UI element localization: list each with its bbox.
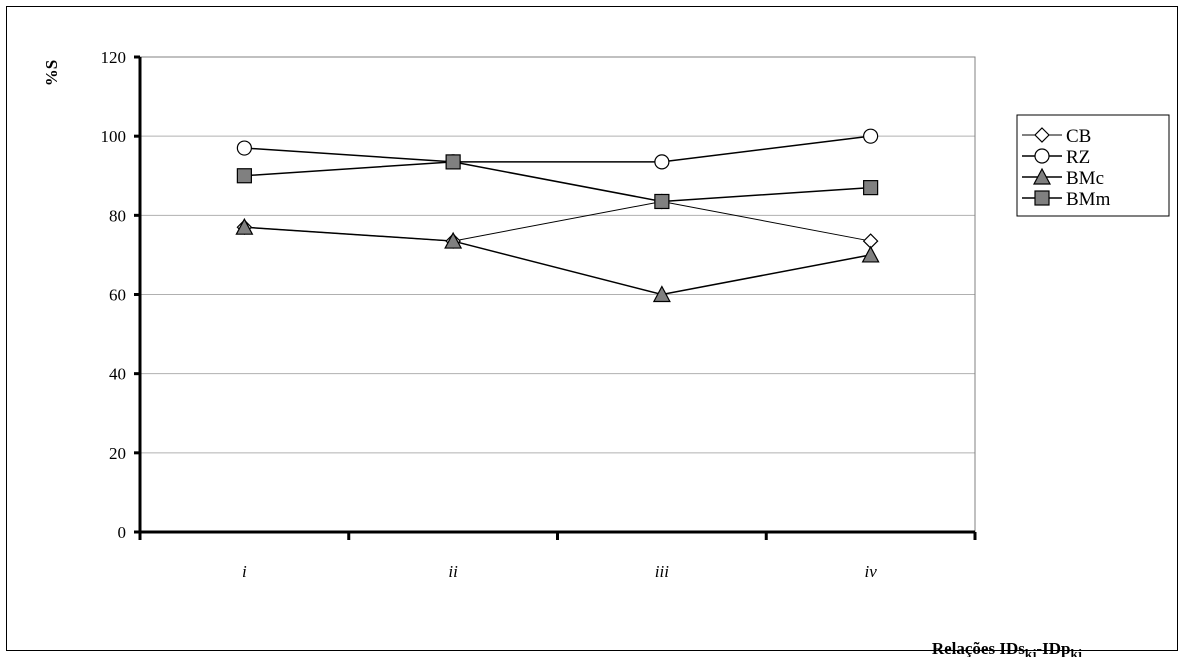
data-point-rz	[236, 140, 252, 156]
data-point-bmm	[654, 193, 670, 210]
y-tick-label: 40	[109, 365, 126, 384]
data-point-bmc	[652, 285, 671, 303]
x-axis-label-prefix: Relações	[932, 639, 1000, 657]
data-point-bmc	[861, 245, 880, 263]
chart-frame	[6, 6, 1178, 651]
series-line-rz	[244, 135, 871, 163]
series-group	[235, 128, 880, 303]
y-axis-label: %S	[42, 60, 61, 86]
x-axis-label-ids: IDs	[999, 639, 1025, 657]
series-line-bmm	[244, 161, 871, 203]
data-point-bmm	[863, 180, 879, 196]
data-point-rz	[654, 154, 670, 170]
legend-marker-bmm	[1034, 190, 1050, 206]
x-axis-label-sep: -	[1036, 639, 1042, 657]
y-tick-label: 80	[109, 206, 126, 225]
data-point-bmc	[444, 231, 463, 249]
y-tick-label: 60	[109, 286, 126, 305]
series-lines	[244, 135, 871, 296]
data-point-bmm	[236, 168, 252, 184]
y-tick-label: 100	[101, 127, 127, 146]
y-tick-label: 20	[109, 444, 126, 463]
x-axis-ticks: i ii iii iv	[138, 532, 977, 581]
series-line-bmc	[244, 226, 871, 296]
legend-marker-rz	[1034, 148, 1050, 164]
series-markers	[235, 128, 880, 303]
legend-marker-bmc	[1033, 167, 1051, 185]
data-point-rz	[863, 128, 879, 144]
x-tick-label: ii	[448, 562, 458, 581]
x-axis-label-idp-sub: kj	[1070, 646, 1082, 657]
x-axis-label-idp: IDp	[1042, 639, 1070, 657]
legend-label-cb: CB	[1066, 126, 1091, 147]
data-point-bmc	[235, 217, 254, 235]
x-tick-label: iv	[864, 562, 877, 581]
gridlines	[140, 56, 975, 454]
x-axis-label-ids-sub: kj	[1025, 646, 1037, 657]
legend-label-bmm: BMm	[1066, 189, 1111, 210]
x-tick-label: iii	[655, 562, 669, 581]
legend-marker-cb	[1034, 127, 1050, 143]
series-line-cb	[244, 200, 871, 242]
legend-label-bmc: BMc	[1066, 168, 1104, 189]
y-tick-label: 120	[101, 48, 127, 67]
y-tick-label: 0	[118, 523, 127, 542]
y-axis-ticks: 0 20 40 60 80 100 120	[101, 48, 140, 542]
x-tick-label: i	[242, 562, 247, 581]
legend-label-rz: RZ	[1066, 147, 1090, 168]
x-axis-label: Relações IDskj-IDpkj	[932, 639, 1082, 657]
data-point-bmm	[445, 154, 461, 170]
